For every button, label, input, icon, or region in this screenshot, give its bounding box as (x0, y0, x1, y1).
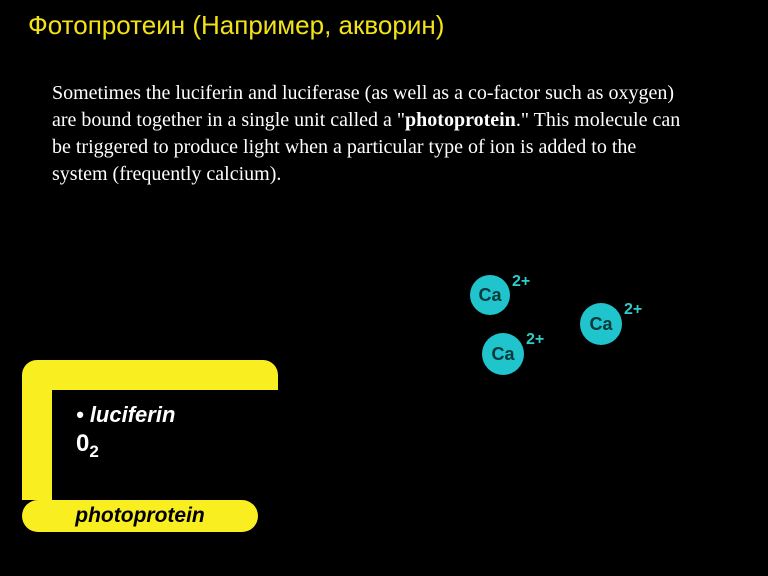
body-paragraph: Sometimes the luciferin and luciferase (… (52, 80, 692, 188)
photoprotein-diagram: • luciferin 02 photoprotein (22, 360, 292, 535)
photoprotein-left-bar (22, 375, 52, 500)
body-bold: photoprotein (405, 109, 516, 131)
slide-root: Фотопротеин (Например, акворин) Sometime… (0, 0, 768, 576)
calcium-charge-label: 2+ (512, 273, 530, 291)
slide-title: Фотопротеин (Например, акворин) (28, 10, 444, 41)
photoprotein-interior: • luciferin 02 (76, 402, 175, 462)
luciferin-label: • luciferin (76, 402, 175, 428)
calcium-ion: Ca2+ (482, 333, 524, 375)
photoprotein-top-bar (22, 360, 278, 390)
calcium-ion: Ca2+ (580, 303, 622, 345)
calcium-circle-icon: Ca (482, 333, 524, 375)
calcium-charge-label: 2+ (624, 301, 642, 319)
photoprotein-bottom-label: photoprotein (75, 504, 204, 528)
calcium-circle-icon: Ca (470, 275, 510, 315)
calcium-ion-group: Ca2+Ca2+Ca2+ (470, 275, 690, 405)
calcium-ion: Ca2+ (470, 275, 510, 315)
o2-base: 0 (76, 430, 89, 457)
calcium-charge-label: 2+ (526, 331, 544, 349)
o2-label: 02 (76, 430, 175, 462)
o2-sub: 2 (89, 442, 98, 461)
calcium-circle-icon: Ca (580, 303, 622, 345)
photoprotein-bottom-bar: photoprotein (22, 500, 258, 532)
